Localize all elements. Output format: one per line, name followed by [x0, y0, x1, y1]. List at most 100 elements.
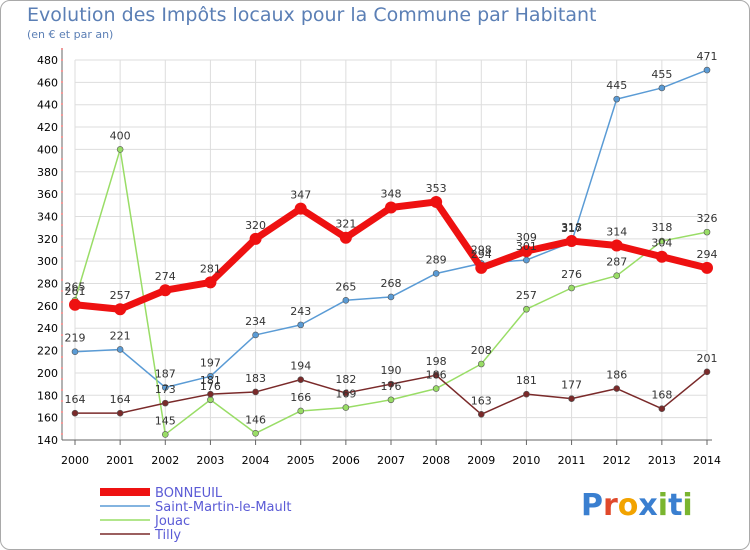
data-label: 317 [561, 222, 582, 235]
x-tick-label: 2014 [693, 454, 721, 467]
x-tick-label: 2007 [377, 454, 405, 467]
logo-letter: t [668, 488, 683, 523]
legend-label: Tilly [154, 528, 181, 543]
data-label: 400 [110, 129, 131, 142]
point-BONNEUIL [701, 261, 713, 274]
data-label: 176 [381, 380, 402, 393]
logo-letter: i [657, 488, 669, 523]
point-Jouac [116, 146, 124, 153]
y-tick-label: 220 [37, 345, 58, 358]
point-Jouac [568, 284, 575, 292]
point-Jouac [252, 429, 259, 437]
series-lines [69, 66, 713, 438]
y-tick-label: 300 [37, 255, 58, 268]
data-label: 198 [426, 355, 447, 368]
data-label: 181 [516, 374, 537, 387]
point-Tilly [71, 409, 79, 417]
point-Jouac [387, 396, 395, 404]
data-label: 304 [651, 237, 672, 250]
x-tick-label: 2009 [467, 454, 495, 467]
data-label: 289 [426, 253, 447, 266]
y-tick-label: 480 [37, 54, 58, 67]
point-Tilly [613, 385, 621, 392]
point-Jouac [703, 228, 711, 236]
y-tick-label: 280 [37, 278, 58, 291]
data-label: 221 [110, 329, 131, 342]
point-Tilly [658, 405, 666, 413]
point-Jouac [613, 272, 621, 280]
legend-label: Saint-Martin-le-Mault [155, 500, 291, 515]
data-label: 257 [110, 289, 131, 302]
data-label: 173 [155, 383, 176, 396]
data-label: 169 [335, 388, 356, 401]
legend-label: Jouac [154, 514, 190, 529]
data-label: 321 [335, 218, 356, 231]
point-BONNEUIL [159, 284, 172, 297]
chart-subtitle: (en € et par an) [27, 28, 114, 41]
data-label: 177 [561, 379, 582, 392]
data-label: 348 [381, 188, 402, 201]
data-label: 287 [606, 256, 627, 269]
data-label: 274 [155, 270, 176, 283]
point-BONNEUIL [610, 239, 623, 252]
y-tick-label: 180 [37, 389, 58, 402]
y-tick-label: 440 [37, 99, 58, 112]
data-label: 326 [697, 212, 718, 225]
data-label: 187 [155, 367, 176, 380]
data-label: 176 [200, 380, 221, 393]
x-tick-label: 2002 [151, 454, 179, 467]
tick-labels: 140 160 180 200 220 240 260 280 300 320 340 360 380 4… [37, 54, 721, 467]
chart-title: Evolution des Impôts locaux pour la Comm… [27, 4, 597, 26]
data-label: 194 [290, 360, 311, 373]
point-Jouac [658, 237, 666, 245]
point-Tilly [568, 395, 575, 402]
point-Tilly [703, 368, 711, 376]
data-label: 164 [65, 393, 86, 406]
point-Tilly [432, 371, 440, 379]
data-label: 201 [697, 352, 718, 365]
point-Tilly [252, 388, 259, 396]
logo-letter: P [581, 488, 603, 523]
point-Tilly [342, 389, 350, 397]
x-tick-label: 2006 [332, 454, 360, 467]
logo-letter: i [682, 488, 693, 523]
data-label: 281 [200, 262, 221, 275]
data-label: 261 [65, 285, 86, 298]
point-BONNEUIL [249, 232, 262, 245]
point-BONNEUIL [69, 298, 81, 311]
x-tick-label: 2008 [422, 454, 450, 467]
grid [74, 59, 708, 441]
logo-letter: r [603, 488, 618, 523]
point-Jouac [477, 360, 485, 368]
data-label: 298 [471, 243, 492, 256]
y-tick-label: 460 [37, 76, 58, 89]
y-tick-label: 340 [37, 210, 58, 223]
logo-letter: o [617, 488, 639, 523]
data-label: 347 [290, 189, 311, 202]
point-Saint-Martin-le-Mault [703, 66, 711, 74]
data-label: 455 [651, 68, 672, 81]
data-label: 353 [426, 182, 447, 195]
data-label: 294 [697, 248, 718, 261]
point-BONNEUIL [339, 231, 352, 244]
point-Tilly [297, 376, 305, 383]
point-Jouac [432, 385, 440, 392]
data-label: 445 [606, 79, 627, 92]
point-Jouac [207, 396, 214, 404]
x-tick-label: 2013 [648, 454, 676, 467]
data-label: 318 [561, 221, 582, 234]
point-Jouac [342, 404, 350, 411]
point-Tilly [387, 380, 395, 388]
data-label: 243 [290, 305, 311, 318]
x-tick-label: 2004 [242, 454, 270, 467]
point-Tilly [477, 410, 485, 418]
y-tick-label: 420 [37, 121, 58, 134]
point-Tilly [523, 390, 530, 398]
point-Saint-Martin-le-Mault [432, 270, 440, 277]
data-label: 309 [516, 231, 537, 244]
point-BONNEUIL [385, 201, 397, 214]
point-BONNEUIL [475, 261, 488, 274]
point-Saint-Martin-le-Mault [658, 84, 666, 92]
y-tick-label: 140 [37, 434, 58, 447]
